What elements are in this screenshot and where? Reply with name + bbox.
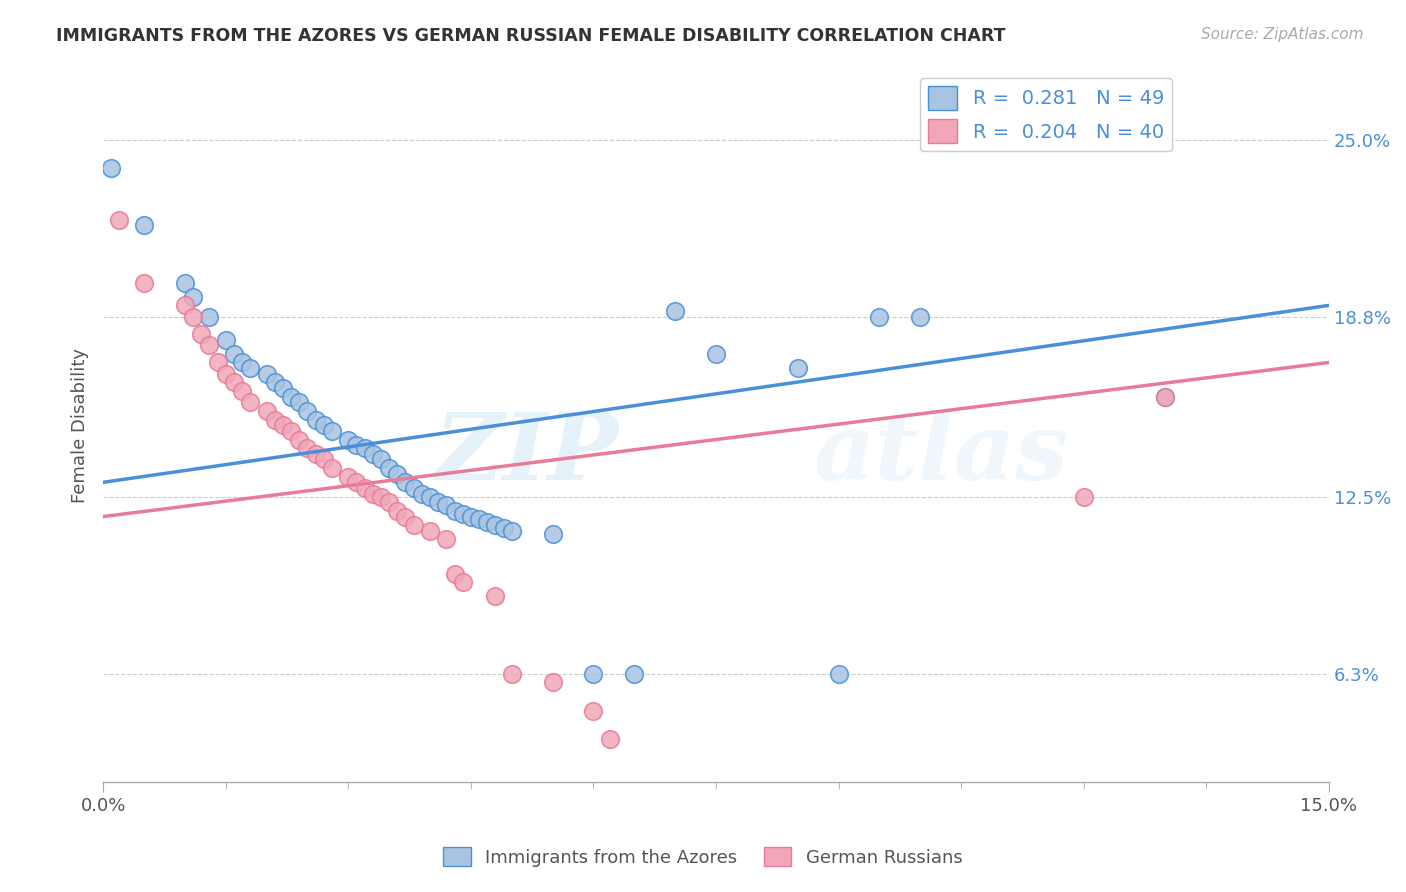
Text: Source: ZipAtlas.com: Source: ZipAtlas.com <box>1201 27 1364 42</box>
Point <box>501 666 523 681</box>
Point <box>321 461 343 475</box>
Point <box>256 404 278 418</box>
Point <box>361 447 384 461</box>
Point <box>198 310 221 324</box>
Point <box>321 424 343 438</box>
Point <box>280 424 302 438</box>
Point <box>1154 390 1177 404</box>
Point <box>108 212 131 227</box>
Point <box>312 418 335 433</box>
Point <box>394 509 416 524</box>
Point <box>222 347 245 361</box>
Point <box>582 666 605 681</box>
Point <box>434 533 457 547</box>
Point <box>827 666 849 681</box>
Point <box>541 526 564 541</box>
Point <box>492 521 515 535</box>
Point <box>378 461 401 475</box>
Legend: R =  0.281   N = 49, R =  0.204   N = 40: R = 0.281 N = 49, R = 0.204 N = 40 <box>921 78 1173 151</box>
Point <box>173 276 195 290</box>
Point <box>190 326 212 341</box>
Point <box>132 219 155 233</box>
Point <box>346 438 368 452</box>
Point <box>910 310 932 324</box>
Point <box>337 469 360 483</box>
Point <box>271 418 294 433</box>
Point <box>271 381 294 395</box>
Point <box>207 355 229 369</box>
Point <box>443 566 465 581</box>
Point <box>1154 390 1177 404</box>
Point <box>387 467 409 481</box>
Point <box>484 590 506 604</box>
Point <box>582 704 605 718</box>
Point <box>451 575 474 590</box>
Point <box>304 447 326 461</box>
Point <box>263 376 285 390</box>
Point <box>337 433 360 447</box>
Point <box>263 412 285 426</box>
Point <box>361 487 384 501</box>
Point <box>222 376 245 390</box>
Point <box>231 384 253 398</box>
Point <box>427 495 450 509</box>
Point <box>280 390 302 404</box>
Legend: Immigrants from the Azores, German Russians: Immigrants from the Azores, German Russi… <box>436 840 970 874</box>
Text: ZIP: ZIP <box>433 409 619 499</box>
Point <box>411 487 433 501</box>
Point <box>387 504 409 518</box>
Point <box>312 452 335 467</box>
Point <box>370 490 392 504</box>
Point <box>378 495 401 509</box>
Point <box>304 412 326 426</box>
Y-axis label: Female Disability: Female Disability <box>72 348 89 503</box>
Point <box>288 433 311 447</box>
Point <box>132 276 155 290</box>
Point <box>370 452 392 467</box>
Point <box>256 367 278 381</box>
Point <box>100 161 122 176</box>
Point <box>215 367 238 381</box>
Point <box>419 490 441 504</box>
Text: IMMIGRANTS FROM THE AZORES VS GERMAN RUSSIAN FEMALE DISABILITY CORRELATION CHART: IMMIGRANTS FROM THE AZORES VS GERMAN RUS… <box>56 27 1005 45</box>
Text: atlas: atlas <box>814 409 1070 499</box>
Point <box>353 441 375 455</box>
Point <box>460 509 482 524</box>
Point <box>288 395 311 409</box>
Point <box>623 666 645 681</box>
Point <box>239 395 262 409</box>
Point <box>704 347 727 361</box>
Point <box>402 481 425 495</box>
Point <box>541 675 564 690</box>
Point <box>443 504 465 518</box>
Point <box>402 518 425 533</box>
Point <box>181 290 204 304</box>
Point <box>786 361 808 376</box>
Point <box>297 404 319 418</box>
Point <box>664 304 686 318</box>
Point <box>451 507 474 521</box>
Point <box>239 361 262 376</box>
Point <box>181 310 204 324</box>
Point <box>477 516 499 530</box>
Point <box>215 333 238 347</box>
Point <box>297 441 319 455</box>
Point <box>198 338 221 352</box>
Point <box>353 481 375 495</box>
Point <box>868 310 890 324</box>
Point <box>346 475 368 490</box>
Point <box>173 298 195 312</box>
Point <box>419 524 441 538</box>
Point <box>501 524 523 538</box>
Point <box>468 512 491 526</box>
Point <box>434 498 457 512</box>
Point <box>231 355 253 369</box>
Point <box>394 475 416 490</box>
Point <box>484 518 506 533</box>
Point <box>1073 490 1095 504</box>
Point <box>599 732 621 747</box>
